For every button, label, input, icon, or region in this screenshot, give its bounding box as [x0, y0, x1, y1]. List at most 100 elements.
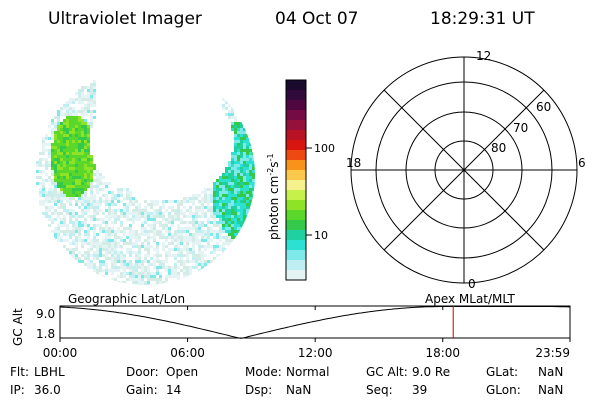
aurora-pixel	[96, 242, 99, 245]
aurora-pixel	[210, 245, 213, 248]
aurora-pixel	[126, 248, 129, 251]
aurora-pixel	[87, 158, 90, 161]
aurora-pixel	[99, 218, 102, 221]
aurora-pixel	[66, 116, 69, 119]
aurora-pixel	[210, 188, 213, 191]
aurora-pixel	[168, 233, 171, 236]
aurora-pixel	[240, 197, 243, 200]
aurora-pixel	[243, 194, 246, 197]
aurora-pixel	[84, 155, 87, 158]
aurora-pixel	[189, 215, 192, 218]
aurora-pixel	[126, 209, 129, 212]
aurora-pixel	[168, 230, 171, 233]
aurora-pixel	[240, 170, 243, 173]
aurora-pixel	[51, 158, 54, 161]
aurora-pixel	[216, 254, 219, 257]
aurora-pixel	[66, 197, 69, 200]
aurora-pixel	[246, 212, 249, 215]
aurora-pixel	[75, 248, 78, 251]
aurora-pixel	[183, 278, 186, 281]
aurora-pixel	[219, 236, 222, 239]
aurora-pixel	[90, 218, 93, 221]
aurora-pixel	[93, 254, 96, 257]
aurora-pixel	[120, 272, 123, 275]
aurora-pixel	[246, 209, 249, 212]
aurora-pixel	[216, 179, 219, 182]
aurora-pixel	[84, 212, 87, 215]
aurora-pixel	[222, 221, 225, 224]
aurora-pixel	[240, 134, 243, 137]
aurora-pixel	[54, 167, 57, 170]
aurora-pixel	[195, 239, 198, 242]
aurora-pixel	[192, 236, 195, 239]
aurora-pixel	[57, 185, 60, 188]
aurora-pixel	[54, 185, 57, 188]
color-scale-segment	[286, 220, 306, 231]
aurora-pixel	[225, 221, 228, 224]
aurora-pixel	[159, 224, 162, 227]
aurora-pixel	[225, 113, 228, 116]
aurora-pixel	[144, 269, 147, 272]
aurora-pixel	[84, 125, 87, 128]
aurora-pixel	[243, 146, 246, 149]
aurora-pixel	[234, 227, 237, 230]
aurora-pixel	[66, 164, 69, 167]
aurora-pixel	[234, 203, 237, 206]
aurora-pixel	[129, 278, 132, 281]
aurora-pixel	[102, 194, 105, 197]
aurora-pixel	[123, 257, 126, 260]
aurora-pixel	[135, 284, 138, 285]
aurora-pixel	[192, 254, 195, 257]
aurora-pixel	[45, 215, 48, 218]
aurora-pixel	[93, 179, 96, 182]
aurora-pixel	[105, 269, 108, 272]
aurora-pixel	[51, 179, 54, 182]
aurora-pixel	[210, 212, 213, 215]
aurora-pixel	[210, 209, 213, 212]
aurora-pixel	[108, 200, 111, 203]
aurora-pixel	[120, 266, 123, 269]
aurora-pixel	[204, 263, 207, 266]
aurora-pixel	[84, 206, 87, 209]
aurora-pixel	[246, 170, 249, 173]
aurora-pixel	[99, 179, 102, 182]
aurora-pixel	[42, 140, 45, 143]
aurora-pixel	[141, 275, 144, 278]
aurora-pixel	[183, 215, 186, 218]
aurora-pixel	[132, 278, 135, 281]
aurora-pixel	[219, 239, 222, 242]
aurora-pixel	[78, 128, 81, 131]
aurora-pixel	[108, 233, 111, 236]
aurora-pixel	[135, 269, 138, 272]
aurora-pixel	[69, 248, 72, 251]
aurora-pixel	[87, 89, 90, 92]
aurora-pixel	[114, 209, 117, 212]
aurora-pixel	[87, 263, 90, 266]
aurora-pixel	[72, 224, 75, 227]
aurora-pixel	[54, 125, 57, 128]
aurora-pixel	[90, 197, 93, 200]
aurora-pixel	[144, 257, 147, 260]
aurora-pixel	[123, 215, 126, 218]
aurora-pixel	[54, 191, 57, 194]
aurora-pixel	[225, 176, 228, 179]
aurora-pixel	[246, 206, 249, 209]
aurora-pixel	[81, 107, 84, 110]
aurora-pixel	[42, 146, 45, 149]
aurora-pixel	[216, 245, 219, 248]
aurora-pixel	[96, 209, 99, 212]
aurora-pixel	[165, 260, 168, 263]
aurora-pixel	[93, 209, 96, 212]
aurora-pixel	[204, 212, 207, 215]
aurora-pixel	[219, 212, 222, 215]
aurora-pixel	[138, 257, 141, 260]
aurora-pixel	[54, 218, 57, 221]
aurora-pixel	[72, 110, 75, 113]
aurora-pixel	[96, 257, 99, 260]
aurora-pixel	[93, 83, 96, 86]
aurora-pixel	[201, 239, 204, 242]
aurora-pixel	[144, 233, 147, 236]
aurora-pixel	[240, 128, 243, 131]
aurora-pixel	[72, 164, 75, 167]
info-key: Mode:	[245, 365, 282, 379]
